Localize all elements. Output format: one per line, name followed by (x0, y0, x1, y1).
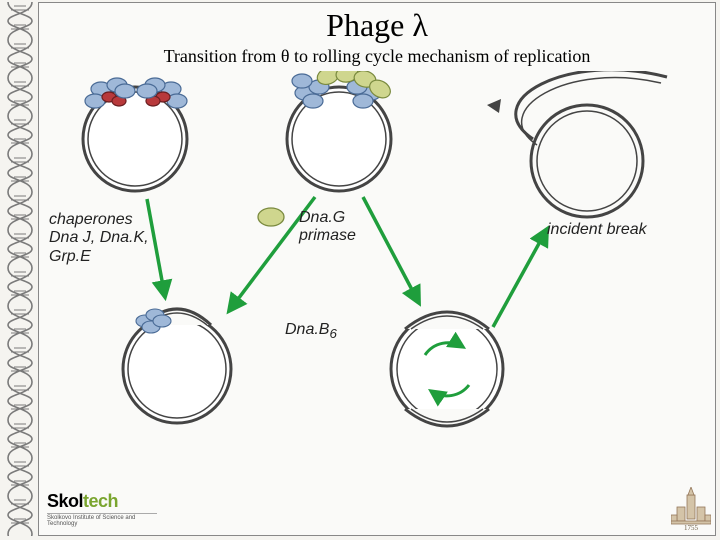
label-dnab-sub: 6 (329, 326, 336, 341)
stage-a (83, 78, 187, 191)
dna-helix-border (4, 2, 36, 536)
label-incident-break: incident break (547, 221, 647, 239)
page-title: Phage λ (39, 7, 715, 44)
title-text-pre: Phage (326, 7, 412, 43)
stage-e-theta (391, 312, 503, 426)
stage-b (287, 71, 394, 191)
msu-icon: 1755 (671, 487, 711, 531)
title-lambda: λ (412, 7, 428, 43)
skoltech-subtitle: Skolkovo Institute of Science and Techno… (47, 513, 157, 527)
subtitle: Transition from θ to rolling cycle mecha… (39, 46, 715, 67)
arrow-a-to-d (147, 199, 165, 297)
subtitle-pre: Transition from (164, 46, 281, 66)
arrow-e-to-c (493, 229, 547, 327)
free-primase-icon (258, 208, 284, 226)
arrow-b-to-e (363, 197, 419, 303)
subtitle-theta: θ (281, 46, 290, 66)
label-dnab: Dna.B6 (285, 321, 337, 342)
skoltech-logo: Skoltech Skolkovo Institute of Science a… (47, 491, 157, 527)
slide: Phage λ Transition from θ to rolling cyc… (38, 2, 716, 536)
replication-diagram (47, 71, 707, 491)
skoltech-black: Skol (47, 491, 83, 511)
subtitle-post: to rolling cycle mechanism of replicatio… (290, 46, 591, 66)
stage-c-rolling-circle (487, 71, 667, 217)
label-chaperones: chaperones Dna J, Dna.K, Grp.E (49, 211, 149, 266)
label-primase: Dna.G primase (299, 209, 356, 246)
stage-d (123, 309, 231, 423)
skoltech-green: tech (83, 491, 118, 511)
diagram-area: chaperones Dna J, Dna.K, Grp.E Dna.G pri… (47, 71, 707, 491)
label-dnab-text: Dna.B (285, 321, 329, 338)
msu-year: 1755 (684, 524, 699, 531)
